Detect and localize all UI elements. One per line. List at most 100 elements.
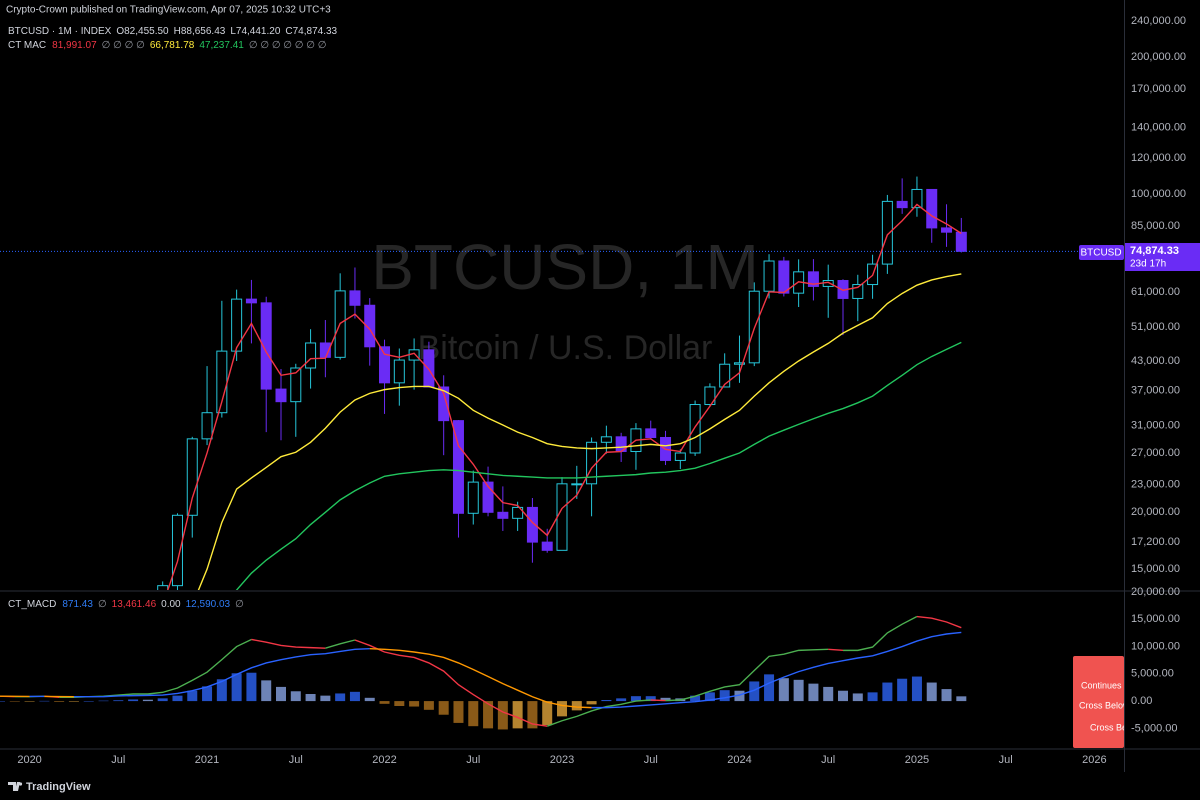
histogram-bar [453,701,464,723]
histogram-bar [261,680,272,702]
histogram-bar [690,695,701,702]
macd-line [73,648,370,698]
footer-logo [8,782,23,791]
indicator-legend: CT MAC 81,991.07 ∅ ∅ ∅ ∅ 66,781.78 47,237.41… [8,40,327,51]
price-pane [0,176,1124,590]
histogram-bar [54,701,65,702]
histogram-bar [468,701,479,727]
candle-body [941,227,953,233]
alert-label: Continues [1081,680,1122,690]
histogram-bar [98,700,109,702]
candle-body [911,188,923,209]
histogram-bar [349,691,360,702]
y-tick-label: -5,000.00 [1131,722,1177,734]
candle-body [600,436,612,443]
histogram-bar [512,701,523,729]
macd-value: ∅ [98,599,107,610]
histogram-bar [216,679,227,702]
histogram-bar [527,701,538,729]
y-tick-label: 0.00 [1131,695,1152,707]
macd-line [325,639,356,649]
candle-body [260,302,272,390]
y-tick-label: 43,000.00 [1131,355,1180,367]
candle-body [689,404,701,454]
macd-line [546,699,651,727]
histogram-bar [483,701,494,729]
macd-value: 871.43 [62,599,93,610]
y-tick-label: 100,000.00 [1131,188,1186,200]
macd-line [665,648,829,702]
candle-body [526,506,538,543]
moving-average [197,273,962,590]
histogram-bar [335,693,346,702]
candle-body [393,359,405,384]
indicator-value: 81,991.07 [52,40,97,51]
y-tick-label: 15,000.00 [1131,563,1180,575]
candle-body [512,506,524,519]
symbol: BTCUSD · 1M · INDEX [8,26,112,37]
y-tick-label: 31,000.00 [1131,420,1180,432]
candle-body [763,260,775,292]
candle-body [482,481,494,513]
x-tick-label: Jul [111,754,125,766]
histogram-bar [9,701,20,702]
price-tag-countdown: 23d 17h [1130,259,1166,270]
histogram-bar [882,682,893,702]
histogram-bar [438,701,449,715]
y-tick-label: 5,000.00 [1131,668,1174,680]
histogram-bar [660,697,671,702]
candle-body [645,428,657,438]
y-tick-label: 140,000.00 [1131,122,1186,134]
histogram-bar [276,686,286,702]
histogram-bar [290,691,301,702]
macd-value: 13,461.46 [112,599,157,610]
histogram-bar [926,682,937,702]
y-tick-label: 27,000.00 [1131,447,1180,459]
candle-body [467,481,479,514]
macd-legend: CT_MACD 871.43 ∅ 13,461.46 0.00 12,590.03 ∅ [8,599,244,610]
y-tick-label: 23,000.00 [1131,479,1180,491]
x-tick-label: 2024 [727,754,751,766]
histogram-bar [379,701,390,704]
candle-body [438,386,450,422]
candle-body [719,363,731,388]
histogram-bar [852,693,863,702]
histogram-bar [941,689,952,702]
x-tick-label: 2022 [372,754,396,766]
candle-body [926,188,938,229]
histogram-bar [778,678,789,702]
histogram-bar [305,694,316,702]
x-tick-label: 2025 [905,754,929,766]
macd-line [369,648,592,709]
watermark-subtitle: Bitcoin / U.S. Dollar [418,329,713,367]
ohlc-open: O82,455.50 [116,26,169,37]
histogram-bar [630,696,641,702]
y-tick-label: 170,000.00 [1131,83,1186,95]
ohlc-high: H88,656.43 [174,26,226,37]
histogram-bar [409,701,420,707]
candle-body [807,271,819,287]
moving-average [167,203,962,590]
histogram-bar [823,686,834,702]
y-tick-label: 85,000.00 [1131,220,1180,232]
histogram-bar [838,690,848,702]
symbol-tag [1079,245,1124,260]
y-tick-label: 61,000.00 [1131,286,1180,298]
candle-body [423,349,435,388]
histogram-bar [897,678,908,702]
footer-brand: TradingView [26,781,91,793]
histogram-bar [128,699,139,702]
histogram-bar [867,692,878,702]
y-tick-label: 15,000.00 [1131,613,1180,625]
indicator-value: 47,237.41 [199,40,244,51]
macd-line [916,615,962,629]
histogram-bar [586,701,597,705]
x-tick-label: 2023 [550,754,574,766]
candle-body [571,483,583,486]
candle-body [349,290,361,306]
histogram-bar [793,679,804,702]
histogram-bar [24,701,35,702]
macd-value: 0.00 [161,599,181,610]
candle-body [452,420,464,514]
histogram-bar [645,696,656,702]
